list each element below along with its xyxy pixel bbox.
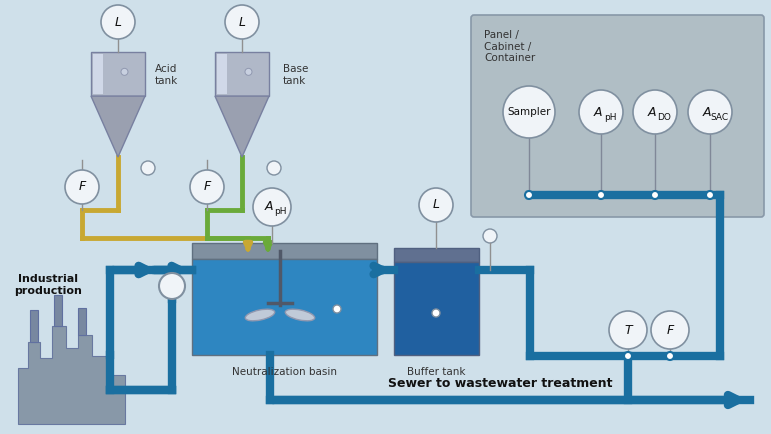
Circle shape [121, 68, 128, 76]
Circle shape [253, 188, 291, 226]
Text: F: F [666, 323, 674, 336]
Circle shape [609, 311, 647, 349]
Bar [192, 259, 377, 355]
Text: L: L [115, 16, 122, 29]
Bar [93, 54, 103, 94]
Ellipse shape [285, 309, 315, 321]
Circle shape [666, 352, 674, 360]
Text: Sewer to wastewater treatment: Sewer to wastewater treatment [388, 377, 612, 390]
Circle shape [651, 311, 689, 349]
Text: F: F [79, 181, 86, 194]
Circle shape [333, 305, 341, 313]
Circle shape [651, 191, 659, 199]
Circle shape [419, 188, 453, 222]
Circle shape [706, 191, 714, 199]
Circle shape [245, 68, 252, 76]
Polygon shape [91, 96, 145, 157]
Circle shape [159, 273, 185, 299]
Bar [54, 295, 62, 326]
Bar [394, 248, 479, 262]
Text: Industrial
production: Industrial production [14, 274, 82, 296]
Text: SAC: SAC [710, 113, 729, 122]
Bar [91, 52, 145, 96]
Ellipse shape [245, 309, 274, 321]
Text: Acid
tank: Acid tank [155, 64, 178, 85]
Circle shape [597, 191, 605, 199]
Text: F: F [204, 181, 210, 194]
Text: Sampler: Sampler [507, 107, 550, 117]
Text: A: A [594, 105, 602, 118]
Circle shape [432, 309, 440, 317]
Circle shape [503, 86, 555, 138]
Bar [394, 262, 479, 355]
Circle shape [190, 170, 224, 204]
Circle shape [633, 90, 677, 134]
Circle shape [579, 90, 623, 134]
Bar [217, 54, 227, 94]
Text: Buffer tank: Buffer tank [407, 367, 466, 377]
Circle shape [483, 229, 497, 243]
Circle shape [688, 90, 732, 134]
Text: pH: pH [274, 207, 286, 216]
Circle shape [65, 170, 99, 204]
Bar [215, 52, 269, 96]
Circle shape [525, 191, 533, 199]
Text: Neutralization basin: Neutralization basin [232, 367, 337, 377]
Bar [78, 308, 86, 335]
Text: A: A [265, 201, 274, 214]
FancyBboxPatch shape [471, 15, 764, 217]
Text: A: A [648, 105, 656, 118]
Text: Base
tank: Base tank [283, 64, 308, 85]
Polygon shape [215, 96, 269, 157]
Text: L: L [238, 16, 245, 29]
Circle shape [101, 5, 135, 39]
Circle shape [624, 352, 632, 360]
Polygon shape [18, 326, 125, 424]
Text: T: T [625, 323, 631, 336]
Text: L: L [433, 198, 439, 211]
Text: Panel /
Cabinet /
Container: Panel / Cabinet / Container [484, 30, 535, 63]
Bar [30, 310, 38, 342]
Circle shape [267, 161, 281, 175]
Circle shape [225, 5, 259, 39]
Text: DO: DO [658, 113, 672, 122]
Text: pH: pH [604, 113, 617, 122]
Text: A: A [702, 105, 711, 118]
Circle shape [141, 161, 155, 175]
Bar [192, 243, 377, 259]
